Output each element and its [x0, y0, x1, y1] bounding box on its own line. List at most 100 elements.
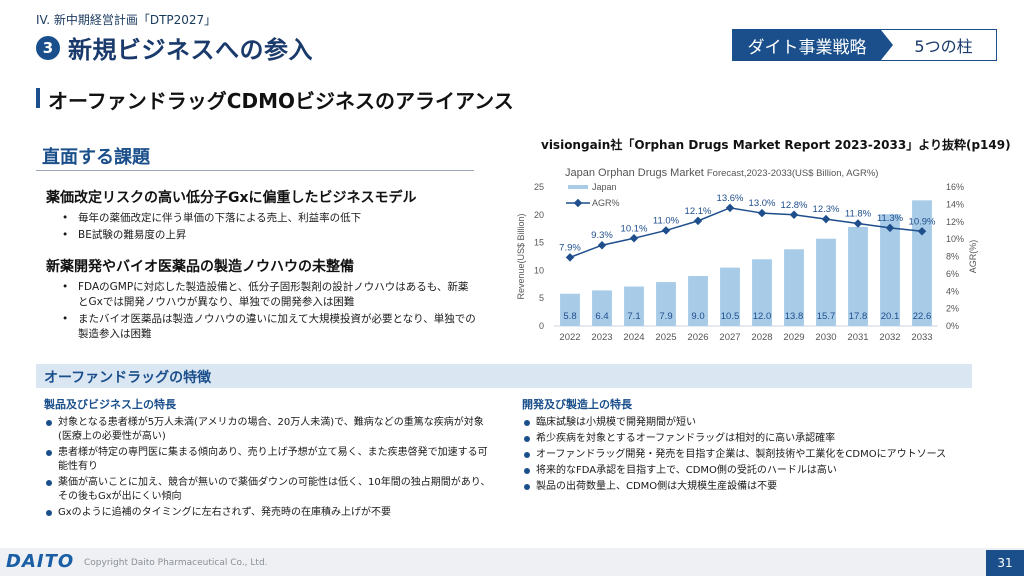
bar [784, 249, 804, 326]
y-tick-label: 15 [534, 238, 544, 248]
bar-value-label: 12.0 [753, 311, 772, 322]
legend-marker-agr [573, 198, 583, 208]
y2-tick-label: 8% [946, 252, 959, 262]
y2-tick-label: 4% [946, 286, 959, 296]
bar [752, 259, 772, 326]
agr-point [629, 234, 639, 243]
y2-tick-label: 0% [946, 321, 959, 331]
bar-value-label: 13.8 [785, 311, 804, 322]
features-left-column: 製品及びビジネス上の特長 対象となる患者様が5万人未満(アメリカの場合、20万人… [44, 396, 494, 522]
bar-value-label: 7.9 [659, 311, 672, 322]
y-axis-title: Revenue(US$ Billion) [516, 213, 526, 299]
agr-point [757, 208, 767, 218]
bar [688, 275, 708, 326]
feature-item: 臨床試験は小規模で開発期間が短い [522, 416, 970, 430]
bar-value-label: 15.7 [817, 311, 836, 322]
agr-point [853, 219, 863, 228]
strategy-tag: ダイト事業戦略 5つの柱 [732, 29, 997, 61]
features-right-heading: 開発及び製造上の特長 [522, 398, 632, 411]
bar [816, 238, 836, 326]
agr-value-label: 11.0% [653, 215, 680, 226]
features-left-list: 対象となる患者様が5万人未満(アメリカの場合、20万人未満)で、難病などの重篤な… [44, 416, 494, 520]
legend-label-japan: Japan [592, 182, 617, 192]
agr-point [821, 214, 831, 224]
agr-point [725, 203, 735, 213]
features-heading-bar [36, 364, 972, 388]
issue-item: FDAのGMPに対応した製造設備と、低分子固形製剤の設計ノウハウはあるも、新薬と… [46, 280, 476, 310]
bar-value-label: 5.8 [563, 311, 576, 322]
issue-block-2: 新薬開発やバイオ医薬品の製造ノウハウの未整備 FDAのGMPに対応した製造設備と… [46, 256, 476, 344]
features-heading: オーファンドラッグの特徴 [44, 370, 212, 386]
x-tick-label: 2025 [655, 332, 676, 343]
page-number: 31 [986, 550, 1024, 576]
subtitle-accent-bar [36, 88, 40, 108]
issue-list: FDAのGMPに対応した製造設備と、低分子固形製剤の設計ノウハウはあるも、新薬と… [46, 280, 476, 342]
y2-tick-label: 16% [946, 182, 964, 192]
y2-tick-label: 12% [946, 217, 964, 227]
agr-value-label: 12.1% [685, 206, 712, 217]
subtitle: オーファンドラッグCDMOビジネスのアライアンス [48, 89, 514, 113]
x-tick-label: 2023 [591, 332, 612, 343]
bar-value-label: 22.6 [913, 311, 932, 322]
legend-swatch-japan [568, 185, 588, 189]
feature-item: 患者様が特定の専門医に集まる傾向あり、売り上げ予想が立て易く、また疾患啓発で加速… [44, 446, 494, 474]
copyright: Copyright Daito Pharmaceutical Co., Ltd. [84, 558, 268, 568]
bar [848, 227, 868, 326]
agr-value-label: 7.9% [559, 242, 581, 253]
section-label: IV. 新中期経営計画「DTP2027」 [36, 13, 217, 27]
market-chart: Japan Orphan Drugs Market Forecast,2023-… [516, 167, 978, 343]
feature-item: オーファンドラッグ開発・発売を目指す企業は、製剤技術や工業化をCDMOにアウトソ… [522, 448, 970, 462]
y2-tick-label: 6% [946, 269, 959, 279]
y-tick-label: 0 [539, 321, 544, 331]
y2-tick-label: 2% [946, 304, 959, 314]
feature-item: Gxのように追補のタイミングに左右されず、発売時の在庫積み上げが不要 [44, 506, 494, 520]
issues-divider [36, 170, 474, 171]
agr-value-label: 13.6% [717, 193, 744, 204]
bar-value-label: 6.4 [595, 311, 608, 322]
strategy-tag-label: ダイト事業戦略 [733, 30, 893, 60]
bar-value-label: 10.5 [721, 311, 740, 322]
issue-item: BE試験の難易度の上昇 [46, 228, 476, 243]
features-left-heading: 製品及びビジネス上の特長 [44, 398, 176, 411]
section-number-badge: 3 [36, 35, 60, 60]
x-tick-label: 2033 [911, 332, 932, 343]
bar-value-label: 17.8 [849, 311, 868, 322]
bar-value-label: 20.1 [881, 311, 900, 322]
y-tick-label: 20 [534, 210, 544, 220]
agr-line [569, 207, 923, 259]
page-title: 新規ビジネスへの参入 [68, 36, 313, 64]
agr-value-label: 12.3% [813, 204, 840, 215]
y2-tick-label: 14% [946, 199, 964, 209]
agr-point [693, 216, 703, 226]
x-tick-label: 2029 [783, 332, 804, 343]
issue-item: またバイオ医薬品は製造ノウハウの違いに加えて大規模投資が必要となり、単独での製造… [46, 312, 476, 342]
x-tick-label: 2028 [751, 332, 772, 343]
feature-item: 製品の出荷数量上、CDMO側は大規模生産設備は不要 [522, 480, 970, 494]
page-title-row: 3 新規ビジネスへの参入 [36, 30, 313, 65]
x-tick-label: 2022 [559, 332, 580, 343]
issue-block-1: 薬価改定リスクの高い低分子Gxに偏重したビジネスモデル 毎年の薬価改定に伴う単価… [46, 187, 476, 245]
company-logo: DAITO [6, 551, 75, 572]
issue-list: 毎年の薬価改定に伴う単価の下落による売上、利益率の低下 BE試験の難易度の上昇 [46, 211, 476, 243]
issue-title: 新薬開発やバイオ医薬品の製造ノウハウの未整備 [46, 259, 354, 275]
agr-point [597, 240, 607, 250]
bar [560, 293, 580, 326]
chart-title: Japan Orphan Drugs Market Forecast,2023-… [565, 167, 878, 179]
bar-value-label: 7.1 [627, 311, 640, 322]
issue-item: 毎年の薬価改定に伴う単価の下落による売上、利益率の低下 [46, 211, 476, 226]
x-tick-label: 2024 [623, 332, 644, 343]
y2-tick-label: 10% [946, 234, 964, 244]
legend-label-agr: AGR% [592, 198, 620, 208]
feature-item: 対象となる患者様が5万人未満(アメリカの場合、20万人未満)で、難病などの重篤な… [44, 416, 494, 444]
agr-value-label: 10.9% [909, 216, 936, 227]
x-tick-label: 2027 [719, 332, 740, 343]
feature-item: 希少疾病を対象とするオーファンドラッグは相対的に高い承認確率 [522, 432, 970, 446]
agr-value-label: 12.8% [781, 200, 808, 211]
chart-source-caption: visiongain社「Orphan Drugs Market Report 2… [541, 138, 1011, 152]
agr-value-label: 9.3% [591, 230, 613, 241]
y-tick-label: 10 [534, 265, 544, 275]
bar [720, 267, 740, 326]
x-tick-label: 2032 [879, 332, 900, 343]
y-tick-label: 25 [534, 182, 544, 192]
agr-point [789, 210, 799, 220]
